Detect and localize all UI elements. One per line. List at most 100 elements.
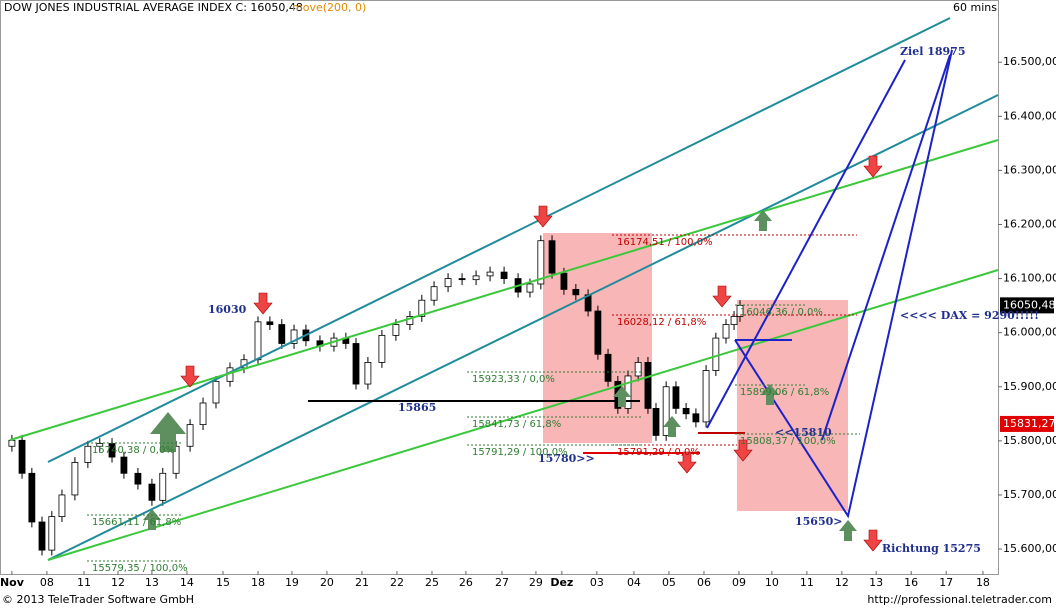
chart-title: DOW JONES INDUSTRIAL AVERAGE INDEX C: 16… [4, 1, 303, 14]
annotation: <<<< DAX = 9290!!!!! [900, 309, 1039, 322]
candle-body [458, 278, 466, 281]
annotation: <<15810 [775, 426, 832, 439]
x-tick-label: 25 [425, 576, 439, 589]
trend-line [9, 139, 999, 441]
candle-body [71, 462, 79, 496]
y-tick-label: 16.100,00 [1003, 272, 1056, 285]
x-tick-label: 18 [976, 576, 990, 589]
y-tick-label: 16.300,00 [1003, 163, 1056, 176]
trendlines [9, 17, 999, 561]
candle-body [526, 283, 534, 293]
candle-body [722, 324, 730, 339]
candle-body [172, 445, 180, 474]
candle-body [472, 275, 480, 281]
y-tick-label: 15.900,00 [1003, 380, 1056, 393]
fib-label: 15791,29 / 0,0% [617, 447, 700, 458]
x-tick-label: 05 [662, 576, 676, 589]
annotation: Richtung 15275 [882, 542, 981, 555]
copyright: © 2013 TeleTrader Software GmbH [2, 593, 194, 606]
candle-body [290, 329, 298, 344]
timeframe: 60 mins [953, 1, 997, 14]
candle-body [28, 472, 36, 523]
fib-label: 15791,29 / 100,0% [472, 447, 568, 458]
candles [8, 235, 744, 556]
arrow-up [613, 386, 631, 407]
x-tick-label: 12 [111, 576, 125, 589]
candle-body [134, 472, 142, 485]
annotation: 15650> [795, 515, 843, 528]
x-tick-label: 12 [835, 576, 849, 589]
candle-body [254, 321, 262, 361]
arrow-up [761, 384, 779, 405]
candle-body [712, 337, 720, 371]
x-tick-label: 13 [145, 576, 159, 589]
candle-body [652, 407, 660, 436]
x-tick-label: 04 [627, 576, 641, 589]
candle-body [604, 353, 612, 382]
candle-body [266, 321, 274, 325]
candle-body [159, 472, 167, 501]
candle-body [38, 521, 46, 551]
candle-body [278, 324, 286, 344]
price-label: 16050,48 [1003, 298, 1056, 311]
fib-label: 15808,37 / 100,0% [740, 436, 836, 447]
x-tick-label: 21 [355, 576, 369, 589]
x-tick-label: 03 [590, 576, 604, 589]
projection [706, 59, 906, 429]
x-tick-label: 22 [390, 576, 404, 589]
annotation: Ziel 18975 [900, 45, 965, 58]
arrow-down [863, 155, 883, 178]
candle-body [199, 402, 207, 426]
channel-line [47, 17, 951, 463]
y-tick-label: 15.800,00 [1003, 434, 1056, 447]
candle-body [96, 443, 104, 447]
fib-label: 15923,33 / 0,0% [472, 374, 555, 385]
fib-label: 15661,11 / 61,8% [92, 517, 181, 528]
candle-body [148, 483, 156, 501]
candle-body [572, 288, 580, 296]
price-label: 15831,27 [1003, 417, 1056, 430]
candle-body [120, 456, 128, 474]
x-tick-label: Nov [0, 576, 25, 589]
footer-url: http://professional.teletrader.com [867, 593, 1052, 606]
candle-body [730, 316, 738, 325]
x-tick-label: 16 [904, 576, 918, 589]
candle-body [352, 343, 360, 385]
arrow-down [533, 205, 553, 228]
candle-body [186, 424, 194, 447]
annotation: 15780>> [538, 452, 595, 465]
channel-line [47, 94, 999, 561]
arrow-down [180, 365, 200, 388]
projection [821, 54, 951, 441]
annotation: 15865 [398, 401, 436, 414]
price-box [1000, 297, 1054, 314]
y-tick-label: 16.200,00 [1003, 217, 1056, 230]
trend-line [47, 269, 999, 561]
x-tick-label: 20 [320, 576, 334, 589]
y-tick-label: 16.400,00 [1003, 109, 1056, 122]
candle-body [548, 240, 556, 274]
candle-body [418, 299, 426, 317]
x-tick-label: 19 [285, 576, 299, 589]
x-tick-label: 29 [529, 576, 543, 589]
candle-body [682, 407, 690, 415]
arrow-down [253, 292, 273, 315]
x-tick-label: 08 [40, 576, 54, 589]
candle-body [644, 362, 652, 409]
x-tick-label: 18 [251, 576, 265, 589]
x-tick-label: 10 [765, 576, 779, 589]
arrow-up [143, 509, 161, 530]
arrows [143, 155, 883, 552]
zone [737, 300, 848, 511]
indicator: move(200, 0) [292, 1, 366, 14]
x-tick-label: 13 [869, 576, 883, 589]
fib-label: 15841,73 / 61,8% [472, 419, 561, 430]
x-tick-label: 15 [216, 576, 230, 589]
arrow-up-large [150, 412, 186, 452]
candle-body [8, 439, 16, 447]
fib-label: 15899,06 / 61,8% [740, 387, 829, 398]
arrow-down [733, 439, 753, 462]
candle-body [18, 439, 26, 474]
arrow-down [677, 451, 697, 474]
